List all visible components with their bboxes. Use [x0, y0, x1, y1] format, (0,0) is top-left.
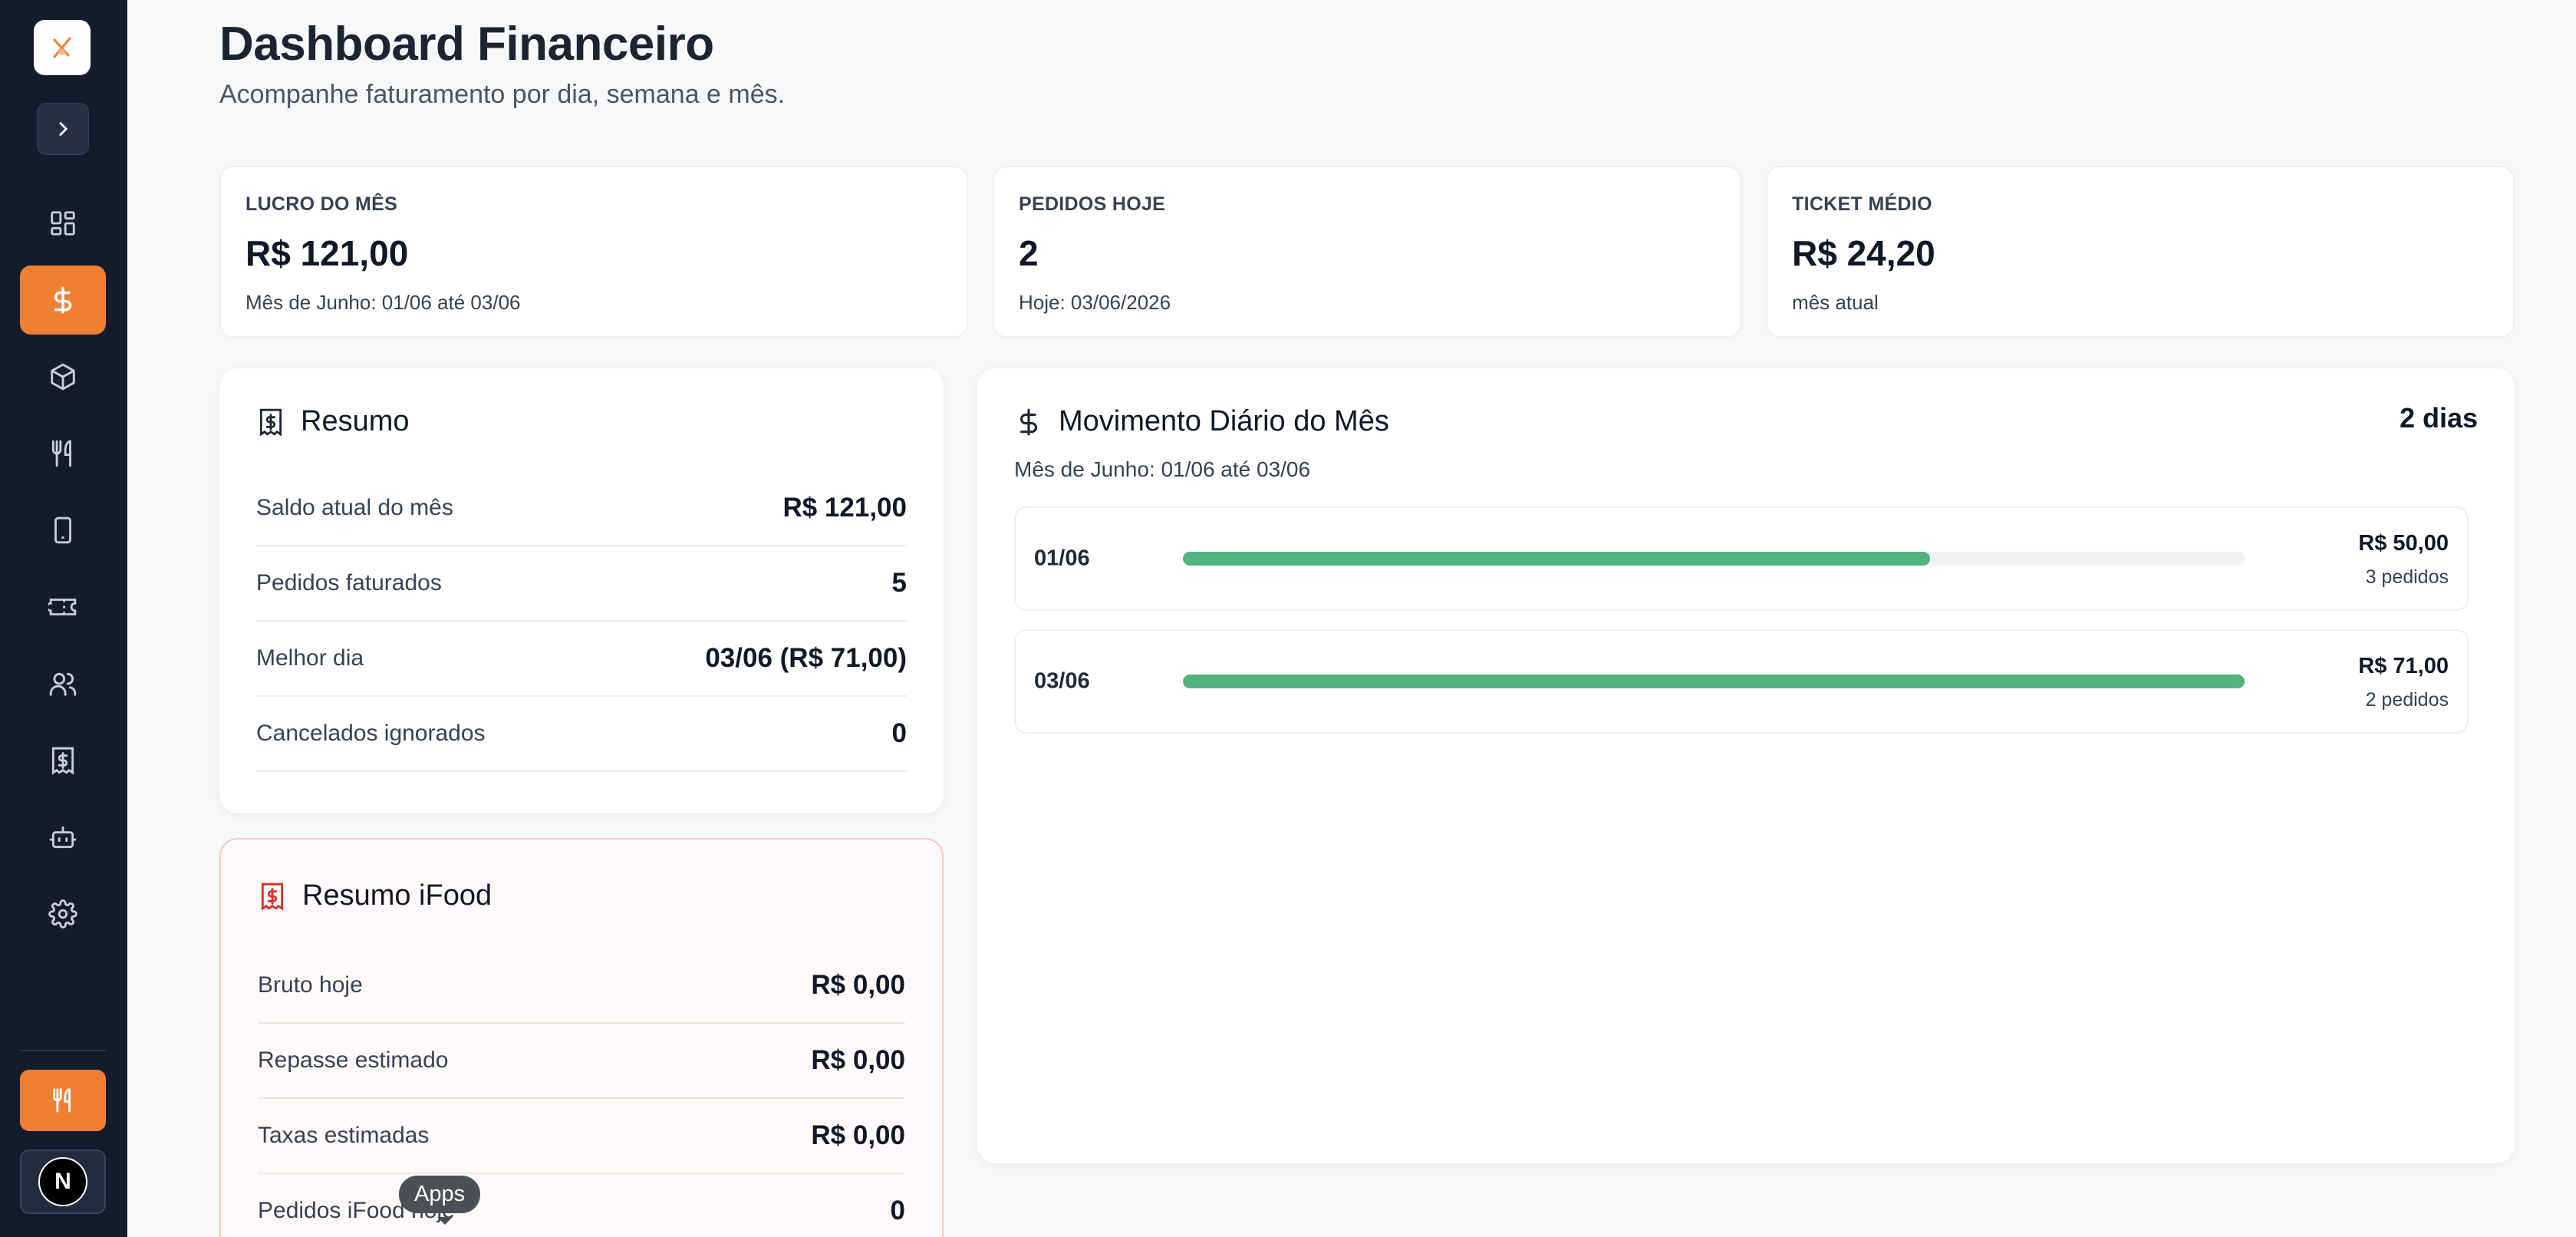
robot-icon: [49, 826, 77, 849]
stat-label: TICKET MÉDIO: [1792, 193, 1932, 215]
chevron-right-icon: [59, 122, 68, 136]
user-menu-button[interactable]: N: [20, 1150, 106, 1214]
sidebar-item-configuracoes[interactable]: [20, 879, 106, 948]
settings-icon: [48, 899, 77, 929]
users-icon: [49, 672, 77, 696]
page-title: Dashboard Financeiro: [219, 18, 714, 71]
sidebar-item-cupons[interactable]: [20, 572, 106, 642]
sidebar-item-cardapio[interactable]: [20, 419, 106, 488]
utensils-icon: [53, 1088, 71, 1113]
receipt-icon: [259, 408, 282, 436]
day-date: 01/06: [1034, 546, 1090, 571]
dashboard-icon: [51, 211, 75, 236]
tooltip-arrow: [437, 1217, 453, 1225]
stat-value: 2: [1019, 233, 1039, 273]
row-label: Melhor dia: [256, 645, 364, 671]
receipt-icon: [261, 882, 284, 910]
tablet-icon: [54, 516, 71, 544]
row-value: 5: [891, 568, 907, 598]
logo-icon: [53, 37, 71, 58]
ifood-row: Taxas estimadas R$ 0,00: [258, 1099, 905, 1174]
sidebar-item-produtos[interactable]: [20, 342, 106, 411]
ifood-header: Resumo iFood: [258, 879, 492, 912]
row-value: 0: [891, 718, 907, 748]
dollar-icon: [54, 286, 72, 314]
stat-card-pedidos: PEDIDOS HOJE 2 Hoje: 03/06/2026: [993, 166, 1741, 338]
box-icon: [51, 363, 75, 391]
movimento-subtitle: Mês de Junho: 01/06 até 03/06: [1014, 457, 1311, 481]
day-row: 01/06 R$ 50,00 3 pedidos: [1014, 506, 2469, 611]
resumo-row: Melhor dia 03/06 (R$ 71,00): [256, 622, 907, 697]
row-value: R$ 0,00: [811, 1120, 905, 1150]
resumo-title: Resumo: [301, 405, 410, 437]
avatar: N: [38, 1157, 87, 1206]
day-amount: R$ 50,00: [2358, 531, 2449, 556]
row-value: 0: [890, 1196, 905, 1225]
day-bar-track: [1183, 675, 2245, 688]
dollar-icon: [1020, 408, 1037, 435]
stat-card-ticket: TICKET MÉDIO R$ 24,20 mês atual: [1766, 166, 2515, 338]
page-subtitle: Acompanhe faturamento por dia, semana e …: [219, 80, 786, 109]
stat-sub: mês atual: [1792, 291, 1879, 314]
app-logo[interactable]: [34, 20, 91, 75]
row-label: Repasse estimado: [258, 1047, 449, 1073]
utensils-icon: [51, 440, 71, 467]
day-orders: 2 pedidos: [2365, 689, 2449, 711]
receipt-icon: [51, 747, 74, 775]
row-label: Saldo atual do mês: [256, 495, 453, 520]
apps-button[interactable]: [20, 1070, 106, 1131]
sidebar-item-tablet[interactable]: [20, 496, 106, 565]
apps-tooltip: Apps: [399, 1176, 481, 1213]
movimento-header: Movimento Diário do Mês: [1014, 405, 1389, 438]
ifood-panel: Resumo iFood Bruto hoje R$ 0,00 Repasse …: [219, 838, 944, 1237]
sidebar-divider: [20, 1050, 106, 1051]
stat-sub: Hoje: 03/06/2026: [1019, 291, 1171, 314]
resumo-row: Pedidos faturados 5: [256, 546, 907, 622]
movimento-title: Movimento Diário do Mês: [1059, 405, 1389, 437]
row-value: R$ 121,00: [782, 493, 907, 523]
sidebar-item-robo[interactable]: [20, 803, 106, 872]
day-amount: R$ 71,00: [2358, 654, 2449, 678]
movimento-panel: Movimento Diário do Mês 2 dias Mês de Ju…: [977, 368, 2515, 1163]
day-date: 03/06: [1034, 668, 1090, 694]
stat-sub: Mês de Junho: 01/06 até 03/06: [245, 291, 521, 314]
resumo-header: Resumo: [256, 405, 410, 438]
stat-card-lucro: LUCRO DO MÊS R$ 121,00 Mês de Junho: 01/…: [219, 166, 968, 338]
stat-label: PEDIDOS HOJE: [1019, 193, 1166, 215]
row-label: Taxas estimadas: [258, 1123, 430, 1148]
sidebar-item-faturas[interactable]: [20, 726, 106, 795]
sidebar-item-clientes[interactable]: [20, 649, 106, 718]
row-value: R$ 0,00: [811, 1045, 905, 1075]
day-row: 03/06 R$ 71,00 2 pedidos: [1014, 629, 2469, 734]
sidebar-item-financeiro[interactable]: [20, 266, 106, 335]
resumo-panel: Resumo Saldo atual do mês R$ 121,00 Pedi…: [219, 368, 944, 813]
resumo-row: Cancelados ignorados 0: [256, 697, 907, 772]
day-bar-fill: [1183, 675, 2245, 688]
ifood-row: Repasse estimado R$ 0,00: [258, 1024, 905, 1099]
row-value: 03/06 (R$ 71,00): [705, 643, 907, 673]
ifood-row: Pedidos iFood hoje 0: [258, 1174, 905, 1237]
sidebar-item-dashboard[interactable]: [20, 189, 106, 258]
stat-label: LUCRO DO MÊS: [245, 193, 398, 215]
row-label: Cancelados ignorados: [256, 721, 486, 746]
day-bar-track: [1183, 552, 2245, 566]
sidebar-toggle-button[interactable]: [37, 103, 89, 155]
stat-value: R$ 121,00: [245, 233, 409, 273]
stat-value: R$ 24,20: [1792, 233, 1935, 273]
day-orders: 3 pedidos: [2365, 566, 2449, 588]
ifood-title: Resumo iFood: [302, 879, 492, 912]
sidebar: N: [0, 0, 127, 1237]
row-label: Bruto hoje: [258, 972, 363, 998]
resumo-row: Saldo atual do mês R$ 121,00: [256, 471, 907, 546]
day-bar-fill: [1183, 552, 1931, 566]
row-label: Pedidos faturados: [256, 570, 442, 595]
day-count-badge: 2 dias: [2399, 402, 2478, 434]
ifood-row: Bruto hoje R$ 0,00: [258, 948, 905, 1024]
ticket-icon: [48, 599, 77, 615]
row-value: R$ 0,00: [811, 970, 905, 1000]
